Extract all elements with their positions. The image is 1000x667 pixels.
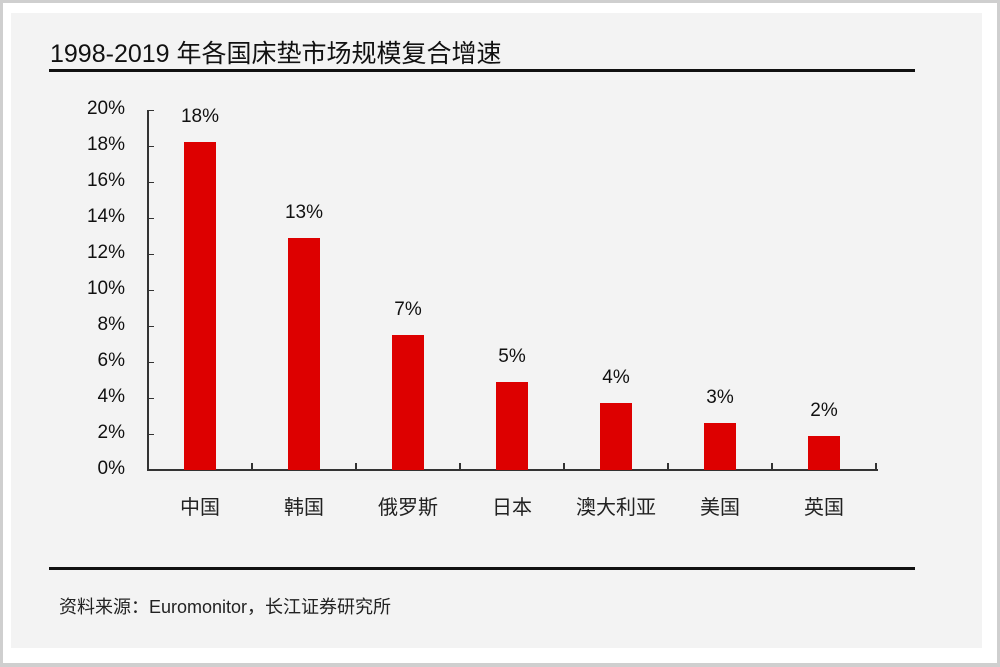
x-tick [875, 463, 877, 470]
y-tick-label: 10% [86, 278, 125, 299]
y-tick [147, 253, 154, 255]
y-tick [147, 433, 154, 435]
data-label: 18% [180, 106, 220, 128]
data-label: 13% [284, 201, 324, 223]
y-tick [147, 397, 154, 399]
x-tick [563, 463, 565, 470]
data-label: 5% [498, 345, 526, 367]
y-tick-label: 14% [86, 206, 125, 227]
y-tick-label: 12% [86, 242, 125, 263]
x-tick [771, 463, 773, 470]
category-label: 韩国 [284, 497, 324, 519]
x-tick [251, 463, 253, 470]
bar-2 [392, 335, 424, 470]
y-tick [147, 217, 154, 219]
y-tick [147, 181, 154, 183]
chart-title: 1998-2019 年各国床垫市场规模复合增速 [50, 40, 502, 68]
y-tick [147, 109, 154, 111]
bar-3 [496, 381, 528, 470]
category-label: 英国 [804, 497, 844, 519]
x-tick [459, 463, 461, 470]
y-tick-label: 16% [86, 170, 125, 191]
data-label: 2% [810, 399, 838, 421]
source-divider [49, 567, 915, 570]
y-tick-label: 4% [97, 386, 125, 407]
y-tick-label: 20% [86, 98, 125, 119]
y-tick-label: 0% [97, 458, 125, 479]
category-label: 中国 [180, 497, 220, 519]
data-label: 3% [706, 387, 734, 409]
title-divider [49, 69, 915, 72]
data-label: 7% [394, 299, 422, 320]
bar-6 [808, 435, 840, 470]
y-tick [147, 289, 154, 291]
x-tick [355, 463, 357, 470]
y-tick-label: 18% [86, 134, 125, 155]
chart-panel [11, 13, 982, 648]
category-label: 俄罗斯 [378, 497, 438, 519]
y-tick [147, 145, 154, 147]
category-label: 澳大利亚 [576, 497, 656, 519]
y-tick-label: 6% [97, 350, 125, 371]
x-axis [147, 469, 878, 471]
y-tick [147, 325, 154, 327]
bar-4 [600, 403, 632, 470]
category-label: 日本 [492, 497, 532, 519]
data-label: 4% [602, 367, 630, 389]
source-note: 资料来源：Euromonitor，长江证券研究所 [59, 597, 392, 617]
y-tick-label: 2% [97, 422, 125, 443]
bar-0 [184, 142, 216, 470]
bar-1 [288, 237, 320, 470]
x-tick [667, 463, 669, 470]
y-tick [147, 361, 154, 363]
category-label: 美国 [700, 497, 740, 519]
bar-5 [704, 423, 736, 470]
y-tick [147, 469, 154, 471]
y-tick-label: 8% [97, 314, 125, 335]
